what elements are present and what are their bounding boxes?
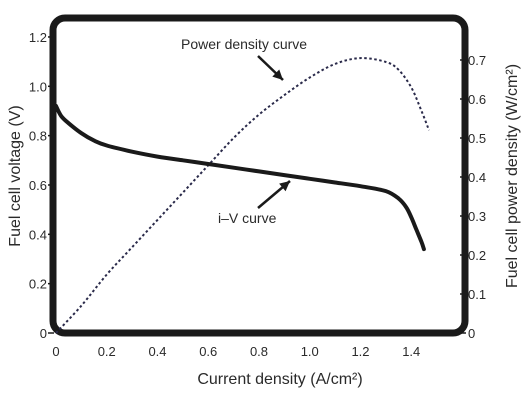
y-left-tick-label: 0.2 [29, 277, 47, 292]
y-right-tick-label: 0.6 [468, 92, 486, 107]
y-left-tick-label: 0.6 [29, 178, 47, 193]
right-ticks: 0 0.1 0.2 0.3 0.4 0.5 0.6 0.7 [460, 53, 486, 341]
y-left-tick-label: 1.2 [29, 30, 47, 45]
y-right-tick-label: 0 [468, 326, 475, 341]
x-tick-label: 0.8 [250, 344, 268, 359]
iv-curve-arrowhead [279, 181, 290, 192]
y-left-tick-label: 0 [40, 326, 47, 341]
y-left-tick-label: 0.8 [29, 129, 47, 144]
x-axis-title: Current density (A/cm²) [197, 371, 362, 388]
power-curve-annotation: Power density curve [181, 36, 307, 52]
iv-curve-annotation: i–V curve [218, 210, 277, 226]
x-tick-label: 1.2 [351, 344, 369, 359]
y-right-tick-label: 0.3 [468, 209, 486, 224]
y-left-tick-label: 1.0 [29, 79, 47, 94]
y-right-axis-title: Fuel cell power density (W/cm²) [504, 64, 521, 288]
y-right-tick-label: 0.2 [468, 248, 486, 263]
y-left-tick-label: 0.4 [29, 227, 47, 242]
x-ticks: 0 0.2 0.4 0.6 0.8 1.0 1.2 1.4 [52, 344, 420, 359]
power-density-series-line [55, 57, 430, 334]
x-tick-label: 0.4 [148, 344, 166, 359]
plot-frame [49, 14, 469, 337]
y-right-tick-label: 0.1 [468, 287, 486, 302]
x-tick-label: 1.0 [301, 344, 319, 359]
y-left-axis-title: Fuel cell voltage (V) [7, 105, 24, 246]
y-right-tick-label: 0.5 [468, 131, 486, 146]
x-tick-label: 1.4 [402, 344, 420, 359]
power-curve-arrowhead [272, 69, 283, 80]
left-ticks: 0 0.2 0.4 0.6 0.8 1.0 1.2 [29, 30, 54, 341]
x-tick-label: 0.2 [98, 344, 116, 359]
iv-series-line [54, 104, 426, 252]
x-tick-label: 0.6 [199, 344, 217, 359]
x-tick-label: 0 [52, 344, 59, 359]
y-right-tick-label: 0.4 [468, 170, 486, 185]
y-right-tick-label: 0.7 [468, 53, 486, 68]
